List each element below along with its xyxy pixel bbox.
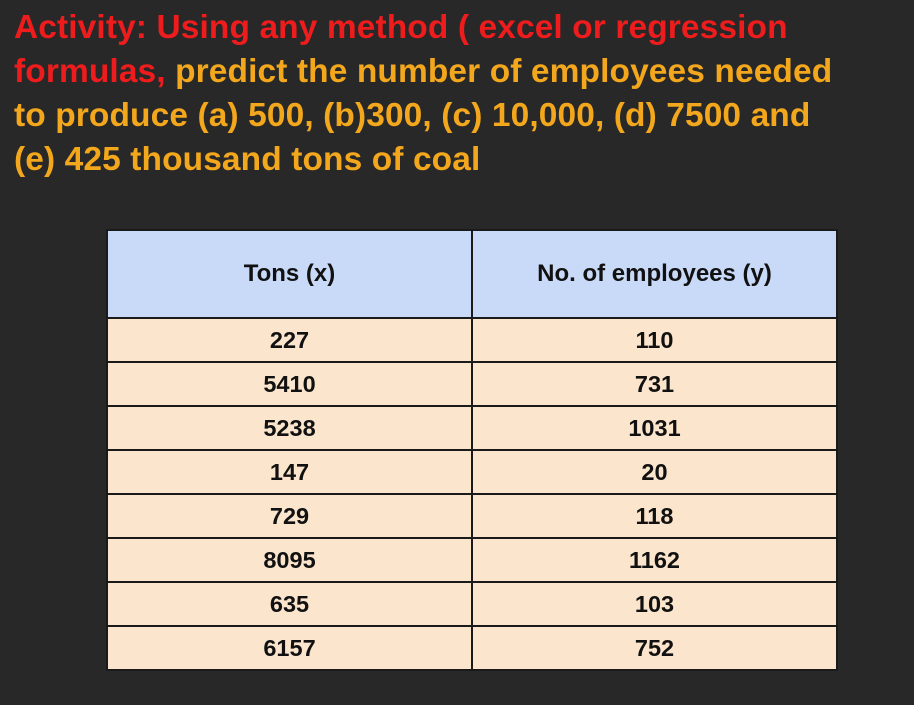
employees-cell: 110 [471, 317, 838, 363]
heading-line-2: formulas, predict the number of employee… [14, 50, 904, 94]
employees-cell: 1162 [471, 537, 838, 583]
employees-cell: 20 [471, 449, 838, 495]
employees-cell: 118 [471, 493, 838, 539]
employees-cell: 731 [471, 361, 838, 407]
table-row: 5238 1031 [106, 405, 838, 451]
tons-cell: 147 [106, 449, 473, 495]
table-row: 729 118 [106, 493, 838, 539]
heading-line-1: Activity: Using any method ( excel or re… [14, 9, 788, 46]
tons-cell: 635 [106, 581, 473, 627]
employees-cell: 103 [471, 581, 838, 627]
table-row: 635 103 [106, 581, 838, 627]
table-header-row: Tons (x) No. of employees (y) [106, 229, 838, 319]
tons-cell: 729 [106, 493, 473, 539]
table-row: 6157 752 [106, 625, 838, 671]
employees-cell: 1031 [471, 405, 838, 451]
tons-cell: 227 [106, 317, 473, 363]
table-row: 5410 731 [106, 361, 838, 407]
table-row: 227 110 [106, 317, 838, 363]
heading-line-2-red-part: formulas, [14, 53, 176, 90]
tons-employees-table: Tons (x) No. of employees (y) 227 110 54… [106, 229, 838, 671]
heading-line-3: to produce (a) 500, (b)300, (c) 10,000, … [14, 97, 811, 134]
heading-line-4: (e) 425 thousand tons of coal [14, 141, 481, 178]
tons-cell: 5410 [106, 361, 473, 407]
tons-cell: 8095 [106, 537, 473, 583]
tons-cell: 6157 [106, 625, 473, 671]
table-row: 8095 1162 [106, 537, 838, 583]
table-row: 147 20 [106, 449, 838, 495]
header-tons: Tons (x) [106, 229, 473, 319]
header-employees: No. of employees (y) [471, 229, 838, 319]
heading-line-2-orange-part: predict the number of employees needed [175, 53, 833, 90]
tons-cell: 5238 [106, 405, 473, 451]
activity-heading: Activity: Using any method ( excel or re… [14, 6, 904, 182]
employees-cell: 752 [471, 625, 838, 671]
